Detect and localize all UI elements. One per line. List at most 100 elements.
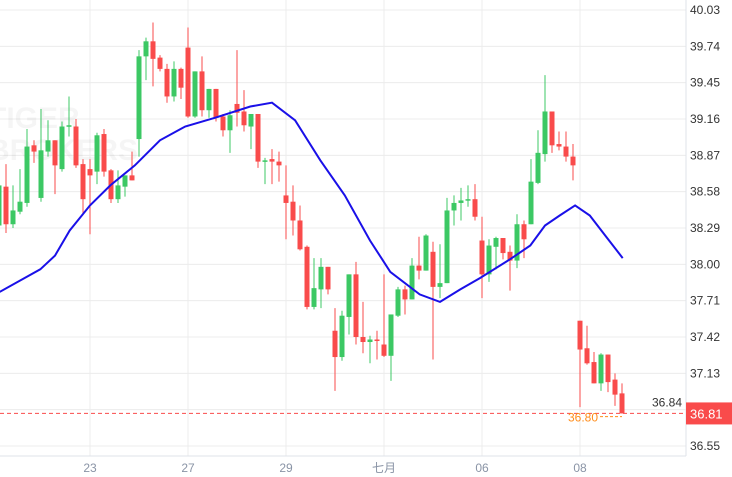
candle <box>500 238 506 260</box>
candle-body <box>500 238 506 254</box>
candle <box>332 308 338 391</box>
candle-body <box>437 283 443 287</box>
candle-body <box>122 175 128 187</box>
candle-body <box>115 185 121 200</box>
x-tick-label: 29 <box>279 461 293 475</box>
candle <box>52 140 58 195</box>
candle <box>171 61 177 102</box>
candle <box>381 274 387 358</box>
candle-body <box>73 126 79 166</box>
candle-body <box>451 202 457 211</box>
candle <box>465 185 471 207</box>
candle-body <box>311 288 317 307</box>
candle-body <box>605 354 611 383</box>
candle-body <box>591 362 597 384</box>
candle <box>416 236 422 280</box>
candle-body <box>332 330 338 358</box>
candle-body <box>248 113 254 127</box>
candle-body <box>80 164 86 200</box>
candle <box>38 108 44 202</box>
candle-body <box>612 379 618 395</box>
candle <box>402 285 408 315</box>
candle <box>59 121 65 172</box>
x-axis: 23 27 29 七月 06 08 <box>83 461 587 475</box>
candle <box>423 234 429 271</box>
candle-body <box>416 265 422 271</box>
candle-body <box>507 251 513 261</box>
candle <box>556 131 562 151</box>
candle-body <box>290 201 296 221</box>
candle <box>493 236 499 270</box>
candle-body <box>52 140 58 166</box>
watermark-line-2: BROKERS <box>0 134 138 167</box>
candle <box>339 310 345 361</box>
candle-body <box>409 265 415 300</box>
candle <box>598 353 604 391</box>
candle-body <box>430 251 436 287</box>
candle-body <box>241 111 247 126</box>
candle <box>157 55 163 72</box>
candle-body <box>3 186 9 225</box>
candle <box>94 132 100 185</box>
candle <box>304 245 310 310</box>
y-tick-label: 36.55 <box>690 439 720 453</box>
x-tick-label: 23 <box>83 461 97 475</box>
candle <box>563 131 569 162</box>
candle-body <box>129 175 135 181</box>
candle <box>220 113 226 137</box>
candle <box>437 244 443 299</box>
candle <box>535 130 541 185</box>
candle-body <box>360 337 366 343</box>
candle-body <box>220 116 226 131</box>
candle <box>430 241 436 360</box>
last-price-badge <box>686 402 732 425</box>
y-tick-label: 39.74 <box>690 39 720 53</box>
candle <box>360 301 366 354</box>
y-tick-label: 39.45 <box>690 76 720 90</box>
candle-body <box>150 41 156 59</box>
candle <box>73 119 79 168</box>
candle-body <box>206 88 212 111</box>
candle-body <box>388 314 394 356</box>
candle-body <box>493 238 499 247</box>
candle <box>290 185 296 236</box>
candle <box>374 330 380 360</box>
moving-average-line <box>0 101 624 304</box>
y-tick-label: 37.13 <box>690 366 720 380</box>
candle-body <box>472 199 478 217</box>
candle-body <box>465 199 471 201</box>
candle <box>255 113 261 168</box>
y-tick-label: 39.16 <box>690 112 720 126</box>
candle <box>395 286 401 317</box>
candle-body <box>255 113 261 162</box>
candle-body <box>535 152 541 183</box>
candle <box>115 170 121 203</box>
candle-body <box>262 160 268 162</box>
candle <box>80 159 86 213</box>
y-tick-label: 37.71 <box>690 294 720 308</box>
candle-body <box>269 159 275 162</box>
candle <box>549 111 555 153</box>
candle-body <box>94 135 100 172</box>
y-tick-label: 36.84 <box>652 396 682 410</box>
candle <box>570 144 576 181</box>
candle <box>577 320 583 408</box>
candle <box>0 185 2 226</box>
candle <box>136 50 142 157</box>
candle-body <box>157 57 163 69</box>
candle-body <box>66 125 72 127</box>
candle-body <box>563 146 569 157</box>
y-axis: 40.03 39.74 39.45 39.16 38.87 38.58 38.29 38.00… <box>652 3 720 453</box>
candle-body <box>17 201 23 212</box>
candle-body <box>0 185 2 226</box>
candle <box>248 113 254 150</box>
candle <box>542 75 548 162</box>
candle-body <box>234 103 240 113</box>
candle <box>206 88 212 118</box>
x-tick-label: 08 <box>573 461 587 475</box>
candle <box>388 314 394 381</box>
candle-body <box>521 224 527 240</box>
y-tick-label: 38.87 <box>690 148 720 162</box>
candle-body <box>59 126 65 170</box>
